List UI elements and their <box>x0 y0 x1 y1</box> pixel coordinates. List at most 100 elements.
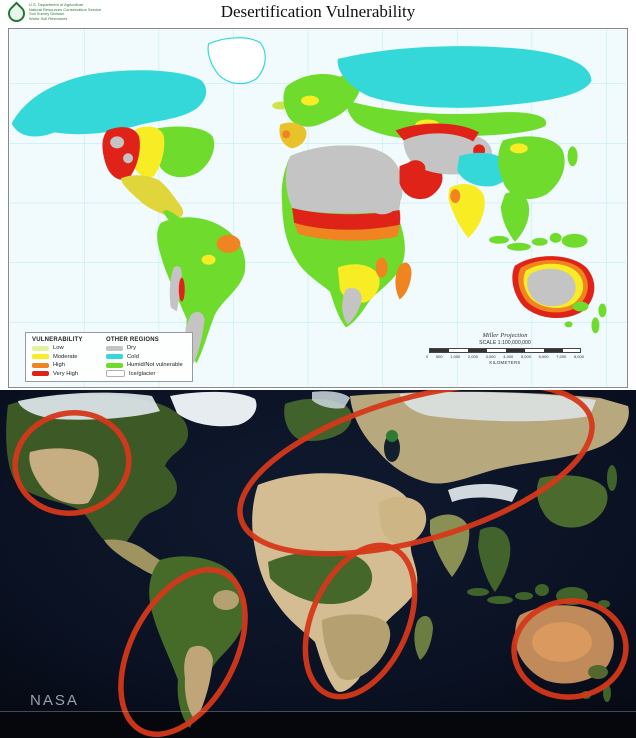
region-us-west-very-high <box>102 127 140 180</box>
highlight-ellipse-southern-africa <box>302 542 418 700</box>
scale-tick: 6,000 <box>538 354 549 359</box>
legend-vulnerability-column: Low Moderate High Very High <box>32 345 106 378</box>
agency-line: Soil Survey Division <box>29 11 65 17</box>
region-tasmania <box>564 321 573 328</box>
agency-line: Natural Resources Conservation Service <box>29 6 102 12</box>
map-legend: VULNERABILITY OTHER REGIONS Low Moderate <box>25 331 193 382</box>
sat-us-west-desert <box>29 448 99 505</box>
region-namibia-dry <box>342 288 362 325</box>
sat-brazil-dry-patch <box>213 590 239 610</box>
region-sa-moderate-patch <box>201 254 216 265</box>
sat-caspian-green-edge <box>386 430 398 442</box>
scale-tick: 2,000 <box>467 354 478 359</box>
region-australia-se-humid <box>572 301 589 312</box>
sat-caspian-sea <box>384 434 400 462</box>
legend-swatch-ice-glacier <box>106 370 125 377</box>
region-new-zealand-north <box>598 303 607 318</box>
satellite-world-map: NASA <box>0 390 636 738</box>
region-us-west-dry-patch <box>110 136 125 149</box>
region-europe-moderate-patch <box>301 95 319 106</box>
region-tibet-cold <box>457 152 511 187</box>
legend-vulnerability-title: VULNERABILITY <box>32 336 83 343</box>
region-madagascar-high <box>395 262 412 300</box>
region-siberia-cold <box>337 46 592 108</box>
scale-bar <box>429 348 581 353</box>
legend-other-regions-column: Dry Cold Humid/Not vulnerable Ice/glacie… <box>106 345 183 377</box>
sat-madagascar <box>414 615 433 660</box>
agency-line: U.S. Department of Agriculture <box>29 2 84 7</box>
legend-item-high: High <box>32 362 106 369</box>
region-indonesia <box>489 232 588 251</box>
region-north-china-moderate <box>509 143 528 154</box>
region-se-asia-humid <box>500 191 530 242</box>
scale-tick: 7,000 <box>556 354 567 359</box>
usda-nrcs-logo: U.S. Department of Agriculture Natural R… <box>4 1 102 26</box>
legend-other-regions-title: OTHER REGIONS <box>106 336 159 343</box>
sat-scandinavia-snow <box>312 391 350 409</box>
sat-china-green-east <box>536 475 608 528</box>
projection-label: Miller Projection <box>482 332 528 339</box>
scale-tick: 1,000 <box>450 354 461 359</box>
region-ne-brazil-high <box>216 234 241 253</box>
highlight-ellipse-north-america <box>12 410 132 516</box>
sat-argentina-dry <box>184 645 213 721</box>
region-sahel-high <box>294 222 400 241</box>
region-europe-humid <box>283 73 361 127</box>
vulnerability-map-canvas <box>9 29 627 387</box>
scale-ticks: 0 500 1,000 2,000 3,000 4,000 5,000 6,000 7,000 8… <box>425 354 585 359</box>
legend-item-low: Low <box>32 345 106 352</box>
legend-item-ice-glacier: Ice/glacier <box>106 370 183 377</box>
map-header: U.S. Department of Agriculture Natural R… <box>0 0 636 28</box>
satellite-map-canvas <box>0 390 636 738</box>
legend-label: Very High <box>53 370 79 377</box>
region-andes-dry <box>169 266 182 312</box>
region-iran-very-high <box>405 160 426 177</box>
scale-block: Miller Projection SCALE 1:100,000,000 0 5… <box>425 332 585 365</box>
scale-ratio-label: SCALE 1:100,000,000 <box>479 340 531 346</box>
legend-item-dry: Dry <box>106 345 183 352</box>
scale-tick: 500 <box>435 354 443 359</box>
region-south-america-humid <box>157 217 246 364</box>
scale-tick: 8,000 <box>573 354 584 359</box>
legend-swatch-moderate <box>32 354 49 359</box>
scale-tick: 4,000 <box>503 354 514 359</box>
sat-canada-snow <box>18 392 160 420</box>
legend-swatch-low <box>32 345 49 351</box>
region-new-zealand-south <box>591 317 600 334</box>
region-australia-dry-core <box>527 268 576 307</box>
highlighted-desertification-regions <box>12 390 629 738</box>
scale-tick: 5,000 <box>520 354 531 359</box>
legend-label: Dry <box>127 345 137 351</box>
legend-label: Cold <box>127 353 139 360</box>
sat-southern-africa <box>322 614 391 681</box>
highlight-ellipse-north-africa-eurasia <box>237 390 595 557</box>
region-canada-alaska-cold <box>11 70 207 137</box>
horizontal-divider-line <box>0 711 636 712</box>
sat-greenland-ice <box>170 391 257 427</box>
region-east-africa-high <box>375 257 388 278</box>
highlight-ellipse-australia <box>511 598 629 700</box>
legend-item-very-high: Very High <box>32 370 106 377</box>
sat-japan <box>607 465 617 491</box>
legend-swatch-high <box>32 362 49 368</box>
sat-indochina <box>478 526 511 592</box>
region-us-east-humid <box>154 126 215 178</box>
legend-swatch-dry <box>106 345 123 351</box>
scale-tick: 3,000 <box>485 354 496 359</box>
vulnerability-world-map: VULNERABILITY OTHER REGIONS Low Moderate <box>8 28 628 388</box>
legend-swatch-humid <box>106 362 123 368</box>
agency-text-block: U.S. Department of Agriculture Natural R… <box>29 2 102 21</box>
sat-australia-interior <box>532 622 592 662</box>
legend-label: Ice/glacier <box>129 370 156 377</box>
region-arabia-dry <box>358 173 403 215</box>
region-mexico <box>121 175 184 219</box>
legend-label: Low <box>53 345 64 351</box>
agency-line: World Soil Resources <box>29 15 68 21</box>
legend-swatch-cold <box>106 354 123 359</box>
region-iberia-high-patch <box>282 130 291 139</box>
region-sahel-very-high <box>292 208 401 230</box>
region-chile-very-high <box>178 277 185 302</box>
region-iberia-moderate <box>279 122 307 149</box>
bottom-space-band <box>0 712 636 738</box>
